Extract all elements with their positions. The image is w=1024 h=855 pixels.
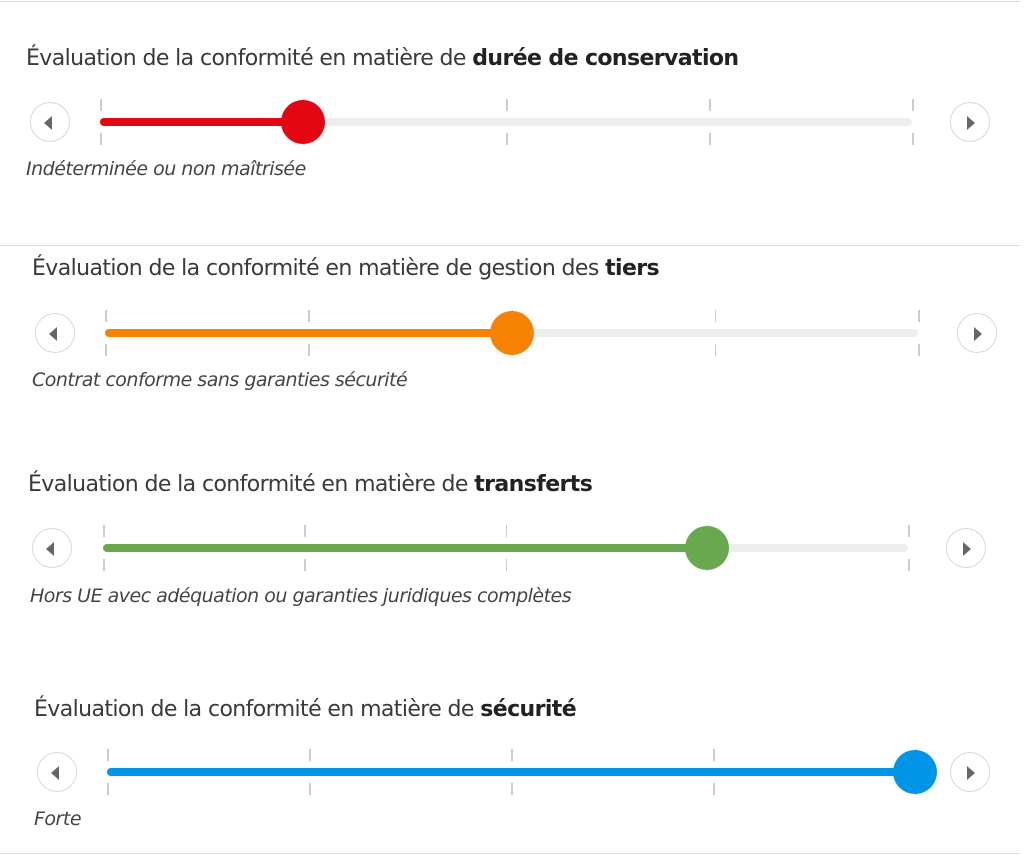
slider-fill bbox=[105, 329, 512, 337]
tick-mark bbox=[506, 99, 508, 145]
slider-thumb[interactable] bbox=[893, 750, 937, 794]
tick-mark bbox=[908, 525, 910, 571]
slider-track[interactable] bbox=[103, 525, 910, 571]
tick-mark bbox=[709, 99, 711, 145]
slider-fill bbox=[100, 118, 303, 126]
previous-button[interactable] bbox=[30, 102, 70, 142]
caret-left-icon bbox=[44, 116, 52, 130]
next-button[interactable] bbox=[950, 102, 990, 142]
slider-title: Évaluation de la conformité en matière d… bbox=[26, 46, 739, 71]
divider bbox=[0, 853, 1020, 854]
slider-fill bbox=[103, 544, 707, 552]
previous-button[interactable] bbox=[32, 528, 72, 568]
slider-value-label: Forte bbox=[34, 808, 82, 830]
caret-right-icon bbox=[967, 766, 975, 780]
tick-mark bbox=[714, 310, 717, 356]
slider-track[interactable] bbox=[107, 749, 937, 795]
next-button[interactable] bbox=[957, 313, 997, 353]
slider-track[interactable] bbox=[105, 310, 920, 356]
previous-button[interactable] bbox=[37, 752, 77, 792]
slider-value-label: Contrat conforme sans garanties sécurité bbox=[32, 369, 408, 391]
slider-thumb[interactable] bbox=[281, 100, 325, 144]
next-button[interactable] bbox=[946, 528, 986, 568]
slider-value-label: Indéterminée ou non maîtrisée bbox=[26, 158, 306, 180]
tick-mark bbox=[912, 99, 914, 145]
next-button[interactable] bbox=[950, 752, 990, 792]
slider-value-label: Hors UE avec adéquation ou garanties jur… bbox=[30, 585, 572, 607]
divider bbox=[0, 1, 1020, 2]
caret-left-icon bbox=[49, 327, 57, 341]
slider-title: Évaluation de la conformité en matière d… bbox=[34, 697, 577, 722]
tick-mark bbox=[918, 310, 920, 356]
caret-left-icon bbox=[46, 542, 54, 556]
slider-thumb[interactable] bbox=[489, 311, 534, 355]
caret-right-icon bbox=[974, 327, 982, 341]
caret-right-icon bbox=[967, 116, 975, 130]
slider-track[interactable] bbox=[100, 99, 914, 145]
slider-title: Évaluation de la conformité en matière d… bbox=[32, 256, 660, 281]
caret-right-icon bbox=[963, 542, 971, 556]
slider-fill bbox=[107, 768, 915, 776]
divider bbox=[0, 245, 1020, 246]
slider-thumb[interactable] bbox=[684, 526, 729, 570]
caret-left-icon bbox=[51, 766, 59, 780]
slider-title: Évaluation de la conformité en matière d… bbox=[28, 472, 593, 497]
previous-button[interactable] bbox=[35, 313, 75, 353]
